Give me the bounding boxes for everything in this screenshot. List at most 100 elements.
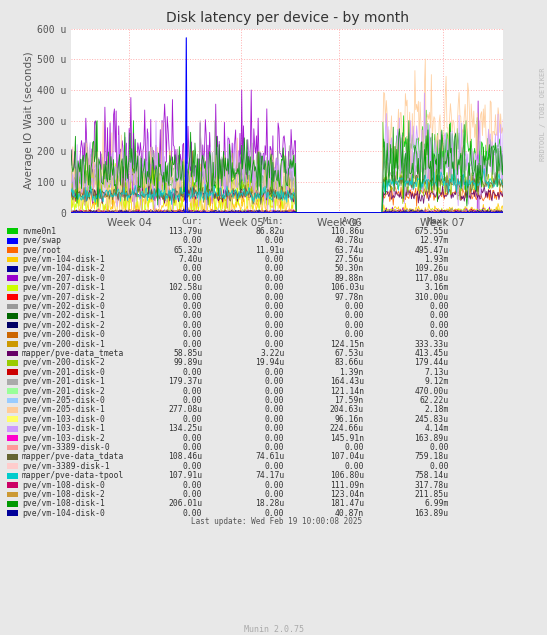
Text: 0.00: 0.00 xyxy=(265,377,284,386)
Text: 0.00: 0.00 xyxy=(429,462,449,471)
Text: 0.00: 0.00 xyxy=(265,302,284,311)
Text: 758.14u: 758.14u xyxy=(415,471,449,480)
Text: 74.61u: 74.61u xyxy=(255,452,284,462)
Text: 0.00: 0.00 xyxy=(183,415,202,424)
Text: 0.00: 0.00 xyxy=(183,293,202,302)
Text: pve/vm-103-disk-0: pve/vm-103-disk-0 xyxy=(22,415,105,424)
Text: RRDTOOL / TOBI OETIKER: RRDTOOL / TOBI OETIKER xyxy=(540,67,546,161)
Text: 0.00: 0.00 xyxy=(344,321,364,330)
Text: 7.13u: 7.13u xyxy=(424,368,449,377)
Text: 164.43u: 164.43u xyxy=(330,377,364,386)
Text: 121.14n: 121.14n xyxy=(330,387,364,396)
Title: Disk latency per device - by month: Disk latency per device - by month xyxy=(166,11,409,25)
Text: 0.00: 0.00 xyxy=(429,330,449,339)
Text: 0.00: 0.00 xyxy=(344,443,364,452)
Text: 107.91u: 107.91u xyxy=(168,471,202,480)
Text: 0.00: 0.00 xyxy=(183,264,202,274)
Text: pve/vm-108-disk-1: pve/vm-108-disk-1 xyxy=(22,499,105,509)
Text: 0.00: 0.00 xyxy=(429,321,449,330)
Text: pve/vm-200-disk-2: pve/vm-200-disk-2 xyxy=(22,358,105,368)
Text: mapper/pve-data_tmeta: mapper/pve-data_tmeta xyxy=(22,349,124,358)
Text: 1.39n: 1.39n xyxy=(339,368,364,377)
Text: pve/vm-202-disk-1: pve/vm-202-disk-1 xyxy=(22,311,105,321)
Text: 1.93m: 1.93m xyxy=(424,255,449,264)
Text: 134.25u: 134.25u xyxy=(168,424,202,433)
Text: 0.00: 0.00 xyxy=(265,396,284,405)
Text: pve/vm-201-disk-2: pve/vm-201-disk-2 xyxy=(22,387,105,396)
Text: pve/vm-207-disk-0: pve/vm-207-disk-0 xyxy=(22,274,105,283)
Text: 0.00: 0.00 xyxy=(183,462,202,471)
Text: 0.00: 0.00 xyxy=(265,264,284,274)
Text: pve/vm-201-disk-0: pve/vm-201-disk-0 xyxy=(22,368,105,377)
Text: 63.74u: 63.74u xyxy=(335,246,364,255)
Text: 0.00: 0.00 xyxy=(265,434,284,443)
Text: 0.00: 0.00 xyxy=(265,387,284,396)
Text: pve/vm-104-disk-2: pve/vm-104-disk-2 xyxy=(22,264,105,274)
Text: 179.37u: 179.37u xyxy=(168,377,202,386)
Text: pve/vm-3389-disk-1: pve/vm-3389-disk-1 xyxy=(22,462,109,471)
Text: 206.01u: 206.01u xyxy=(168,499,202,509)
Text: 106.80u: 106.80u xyxy=(330,471,364,480)
Text: 470.00u: 470.00u xyxy=(415,387,449,396)
Text: 0.00: 0.00 xyxy=(344,311,364,321)
Text: 107.04u: 107.04u xyxy=(330,452,364,462)
Text: 0.00: 0.00 xyxy=(183,236,202,245)
Text: 0.00: 0.00 xyxy=(183,490,202,499)
Text: 109.26u: 109.26u xyxy=(415,264,449,274)
Text: 0.00: 0.00 xyxy=(183,321,202,330)
Text: 0.00: 0.00 xyxy=(183,274,202,283)
Text: pve/vm-202-disk-2: pve/vm-202-disk-2 xyxy=(22,321,105,330)
Text: 17.59n: 17.59n xyxy=(335,396,364,405)
Text: pve/vm-205-disk-1: pve/vm-205-disk-1 xyxy=(22,405,105,415)
Text: pve/vm-207-disk-1: pve/vm-207-disk-1 xyxy=(22,283,105,292)
Text: 0.00: 0.00 xyxy=(183,368,202,377)
Text: 97.78n: 97.78n xyxy=(335,293,364,302)
Text: pve/vm-202-disk-0: pve/vm-202-disk-0 xyxy=(22,302,105,311)
Text: 106.03u: 106.03u xyxy=(330,283,364,292)
Text: 0.00: 0.00 xyxy=(344,302,364,311)
Text: 0.00: 0.00 xyxy=(183,481,202,490)
Text: 123.04n: 123.04n xyxy=(330,490,364,499)
Text: 310.00u: 310.00u xyxy=(415,293,449,302)
Text: mapper/pve-data-tpool: mapper/pve-data-tpool xyxy=(22,471,124,480)
Text: 83.66u: 83.66u xyxy=(335,358,364,368)
Text: 86.82u: 86.82u xyxy=(255,227,284,236)
Text: 759.18u: 759.18u xyxy=(415,452,449,462)
Text: 0.00: 0.00 xyxy=(265,274,284,283)
Text: pve/vm-103-disk-2: pve/vm-103-disk-2 xyxy=(22,434,105,443)
Text: pve/vm-207-disk-2: pve/vm-207-disk-2 xyxy=(22,293,105,302)
Text: 0.00: 0.00 xyxy=(429,302,449,311)
Text: nvme0n1: nvme0n1 xyxy=(22,227,56,236)
Text: 675.55u: 675.55u xyxy=(415,227,449,236)
Text: Min:: Min: xyxy=(263,217,284,225)
Text: 0.00: 0.00 xyxy=(265,481,284,490)
Text: 0.00: 0.00 xyxy=(183,302,202,311)
Text: 18.28u: 18.28u xyxy=(255,499,284,509)
Text: 40.78u: 40.78u xyxy=(335,236,364,245)
Text: 181.47u: 181.47u xyxy=(330,499,364,509)
Text: 117.08u: 117.08u xyxy=(415,274,449,283)
Text: 4.14m: 4.14m xyxy=(424,424,449,433)
Text: mapper/pve-data_tdata: mapper/pve-data_tdata xyxy=(22,452,124,462)
Text: 0.00: 0.00 xyxy=(265,311,284,321)
Text: 0.00: 0.00 xyxy=(183,340,202,349)
Text: 0.00: 0.00 xyxy=(265,509,284,518)
Text: 58.85u: 58.85u xyxy=(173,349,202,358)
Text: 0.00: 0.00 xyxy=(429,443,449,452)
Text: 6.99m: 6.99m xyxy=(424,499,449,509)
Text: pve/vm-200-disk-0: pve/vm-200-disk-0 xyxy=(22,330,105,339)
Text: 96.16n: 96.16n xyxy=(335,415,364,424)
Text: 40.87n: 40.87n xyxy=(335,509,364,518)
Text: 0.00: 0.00 xyxy=(265,368,284,377)
Text: 89.88n: 89.88n xyxy=(335,274,364,283)
Text: 11.91u: 11.91u xyxy=(255,246,284,255)
Text: 9.12m: 9.12m xyxy=(424,377,449,386)
Text: 245.83u: 245.83u xyxy=(415,415,449,424)
Text: 3.16m: 3.16m xyxy=(424,283,449,292)
Text: 0.00: 0.00 xyxy=(265,255,284,264)
Text: Last update: Wed Feb 19 10:00:08 2025: Last update: Wed Feb 19 10:00:08 2025 xyxy=(191,518,363,526)
Text: 163.89u: 163.89u xyxy=(415,509,449,518)
Text: 0.00: 0.00 xyxy=(265,283,284,292)
Text: Avg:: Avg: xyxy=(342,217,364,225)
Text: 74.17u: 74.17u xyxy=(255,471,284,480)
